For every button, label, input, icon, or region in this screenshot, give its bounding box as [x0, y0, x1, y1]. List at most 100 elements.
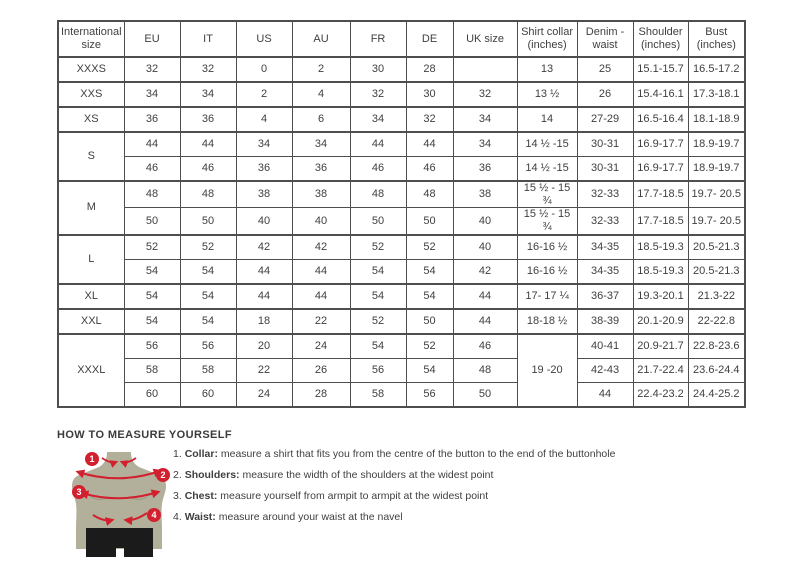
col-header-eu: EU — [123, 20, 181, 58]
marker-badge-shoulders: 2 — [156, 468, 170, 482]
table-cell: 18 — [235, 307, 293, 335]
table-cell: 42 — [235, 233, 293, 260]
measure-section-title: HOW TO MEASURE YOURSELF — [57, 429, 233, 441]
table-cell: 58 — [179, 357, 237, 383]
table-cell: 38 — [291, 180, 351, 209]
table-cell — [452, 56, 518, 83]
table-cell: 38 — [452, 180, 518, 209]
marker-badge-waist: 4 — [147, 508, 161, 522]
table-cell: 34 — [123, 81, 181, 108]
table-cell: 22 — [235, 357, 293, 383]
table-cell: 40 — [452, 233, 518, 260]
table-cell: 25 — [576, 56, 634, 83]
table-cell: 58 — [349, 381, 407, 408]
table-cell: 54 — [123, 307, 181, 335]
col-header-it: IT — [179, 20, 237, 58]
collar-arrow-icon — [101, 457, 119, 468]
instruction-text: measure the width of the shoulders at th… — [239, 469, 494, 481]
measure-instructions: 1. Collar: measure a shirt that fits you… — [173, 448, 733, 532]
table-row-s-1: S 44 44 34 34 44 44 34 14 ½ -15 30-31 16… — [57, 131, 746, 182]
table-cell: 13 — [516, 56, 578, 83]
table-cell: 36 — [123, 106, 181, 133]
table-cell: 44 — [349, 131, 407, 157]
table-cell: 15 ½ - 15 ¾ — [516, 207, 578, 236]
table-cell: 24 — [291, 332, 351, 359]
table-cell: 56 — [405, 381, 454, 408]
table-cell: 52 — [405, 332, 454, 359]
instruction-number: 4. — [173, 511, 182, 523]
table-cell: 18.5-19.3 — [632, 258, 689, 285]
instruction-term: Chest: — [184, 490, 218, 502]
instruction-text: measure around your waist at the navel — [215, 511, 403, 523]
table-cell: 24.4-25.2 — [687, 381, 746, 408]
table-cell: 28 — [405, 56, 454, 83]
table-cell: 19.7- 20.5 — [687, 180, 746, 209]
table-cell: 50 — [405, 207, 454, 236]
table-cell: 26 — [576, 81, 634, 108]
table-cell: 40 — [235, 207, 293, 236]
svg-text:3: 3 — [76, 487, 81, 497]
table-cell: 44 — [235, 282, 293, 310]
table-cell: 54 — [405, 282, 454, 310]
table-cell: 54 — [349, 282, 407, 310]
table-cell: 27-29 — [576, 106, 634, 133]
table-row-xl: XL 54 54 44 44 54 54 44 17- 17 ¼ 36-37 1… — [57, 282, 746, 310]
chest-arrow-icon — [79, 489, 161, 500]
table-cell: 32 — [179, 56, 237, 83]
col-header-shoulder: Shoulder (inches) — [632, 20, 689, 58]
table-cell: 40-41 — [576, 332, 634, 359]
table-cell: 34 — [452, 131, 518, 157]
table-cell: 40 — [291, 207, 351, 236]
table-cell: 44 — [576, 381, 634, 408]
table-cell: 54 — [349, 258, 407, 285]
table-row-xxs: XXS 34 34 2 4 32 30 32 13 ½ 26 15.4-16.1… — [57, 81, 746, 108]
table-cell: 15 ½ - 15 ¾ — [516, 180, 578, 209]
table-cell: 44 — [405, 131, 454, 157]
table-cell: 16.9-17.7 — [632, 131, 689, 157]
table-cell: 36 — [291, 156, 351, 182]
table-cell: 52 — [349, 233, 407, 260]
table-row-l-2: 54 54 44 44 54 54 42 16-16 ½ 34-35 18.5-… — [58, 258, 746, 285]
table-cell: 32-33 — [576, 180, 634, 209]
table-cell: 32 — [452, 81, 518, 108]
table-cell: 46 — [452, 332, 518, 359]
table-cell: 34 — [452, 106, 518, 133]
table-cell: 54 — [123, 258, 181, 285]
col-header-au: AU — [291, 20, 351, 58]
table-cell: 34-35 — [576, 258, 634, 285]
table-cell: 0 — [235, 56, 293, 83]
table-cell: 14 — [516, 106, 578, 133]
table-row-xxxl-2: 58 58 22 26 56 54 48 42-43 21.7-22.4 23.… — [58, 357, 746, 383]
table-cell: 19 -20 — [516, 332, 578, 408]
table-cell: 38 — [235, 180, 293, 209]
table-cell: 6 — [291, 106, 351, 133]
table-cell: 60 — [179, 381, 237, 408]
table-cell: 34 — [291, 131, 351, 157]
table-cell: 56 — [179, 332, 237, 359]
table-cell: 19.3-20.1 — [632, 282, 689, 310]
table-cell: 54 — [123, 282, 181, 310]
table-row-xs: XS 36 36 4 6 34 32 34 14 27-29 16.5-16.4… — [57, 106, 746, 133]
instruction-shoulders: 2. Shoulders: measure the width of the s… — [173, 469, 733, 481]
table-cell: 44 — [452, 282, 518, 310]
table-cell: 46 — [123, 156, 181, 182]
col-header-shirt-collar: Shirt collar (inches) — [516, 20, 578, 58]
table-cell: 34 — [349, 106, 407, 133]
table-cell: 28 — [291, 381, 351, 408]
table-cell: 14 ½ -15 — [516, 131, 578, 157]
table-cell: 21.7-22.4 — [632, 357, 689, 383]
table-cell: 30-31 — [576, 156, 634, 182]
table-cell: 44 — [291, 282, 351, 310]
table-cell: 22.4-23.2 — [632, 381, 689, 408]
instruction-number: 3. — [173, 490, 182, 502]
table-cell: 30-31 — [576, 131, 634, 157]
table-cell: 60 — [123, 381, 181, 408]
size-label: XL — [57, 282, 125, 310]
svg-text:4: 4 — [151, 510, 156, 520]
instruction-collar: 1. Collar: measure a shirt that fits you… — [173, 448, 733, 460]
table-cell: 16-16 ½ — [516, 258, 578, 285]
instruction-waist: 4. Waist: measure around your waist at t… — [173, 511, 733, 523]
table-row-s-2: 46 46 36 36 46 46 36 14 ½ -15 30-31 16.9… — [58, 156, 746, 182]
table-cell: 2 — [235, 81, 293, 108]
table-cell: 21.3-22 — [687, 282, 746, 310]
